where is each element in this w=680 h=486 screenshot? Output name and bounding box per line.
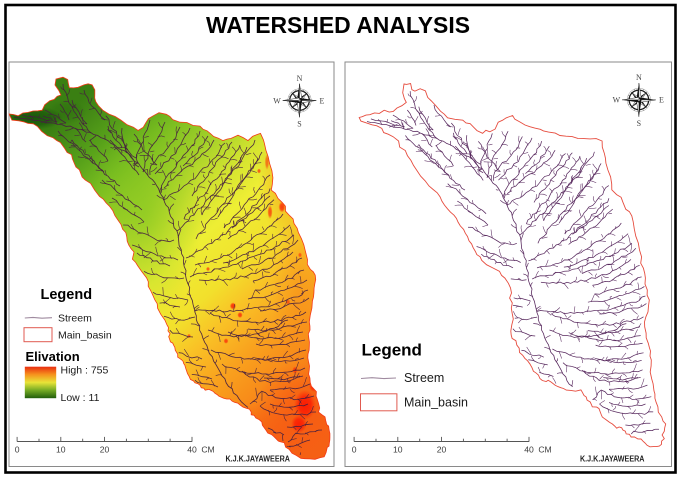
- svg-text:E: E: [659, 96, 664, 105]
- svg-text:K.J.K.JAYAWEERA: K.J.K.JAYAWEERA: [226, 454, 291, 464]
- svg-text:20: 20: [437, 445, 447, 455]
- svg-text:High : 755: High : 755: [61, 365, 109, 377]
- svg-text:S: S: [297, 120, 301, 129]
- svg-text:20: 20: [100, 445, 110, 455]
- svg-text:0: 0: [352, 445, 357, 455]
- svg-text:10: 10: [393, 445, 403, 455]
- svg-text:E: E: [320, 96, 325, 105]
- svg-text:10: 10: [56, 445, 66, 455]
- svg-text:CM: CM: [538, 445, 551, 455]
- svg-text:Legend: Legend: [362, 341, 422, 360]
- svg-text:N: N: [636, 73, 642, 82]
- svg-text:W: W: [613, 96, 621, 105]
- svg-text:Legend: Legend: [41, 287, 93, 303]
- svg-text:Streem: Streem: [58, 313, 92, 325]
- svg-text:WATERSHED ANALYSIS: WATERSHED ANALYSIS: [206, 12, 470, 38]
- svg-text:40: 40: [524, 445, 534, 455]
- svg-text:Main_basin: Main_basin: [58, 330, 112, 342]
- svg-text:N: N: [297, 74, 303, 83]
- svg-text:K.J.K.JAYAWEERA: K.J.K.JAYAWEERA: [580, 454, 645, 464]
- svg-text:Low : 11: Low : 11: [61, 392, 100, 404]
- svg-text:Elivation: Elivation: [26, 349, 80, 364]
- svg-text:Streem: Streem: [404, 371, 444, 385]
- svg-text:S: S: [637, 119, 641, 128]
- svg-text:40: 40: [187, 445, 197, 455]
- svg-text:W: W: [273, 96, 281, 105]
- svg-text:0: 0: [15, 445, 20, 455]
- svg-text:CM: CM: [201, 445, 214, 455]
- svg-text:Main_basin: Main_basin: [404, 396, 468, 410]
